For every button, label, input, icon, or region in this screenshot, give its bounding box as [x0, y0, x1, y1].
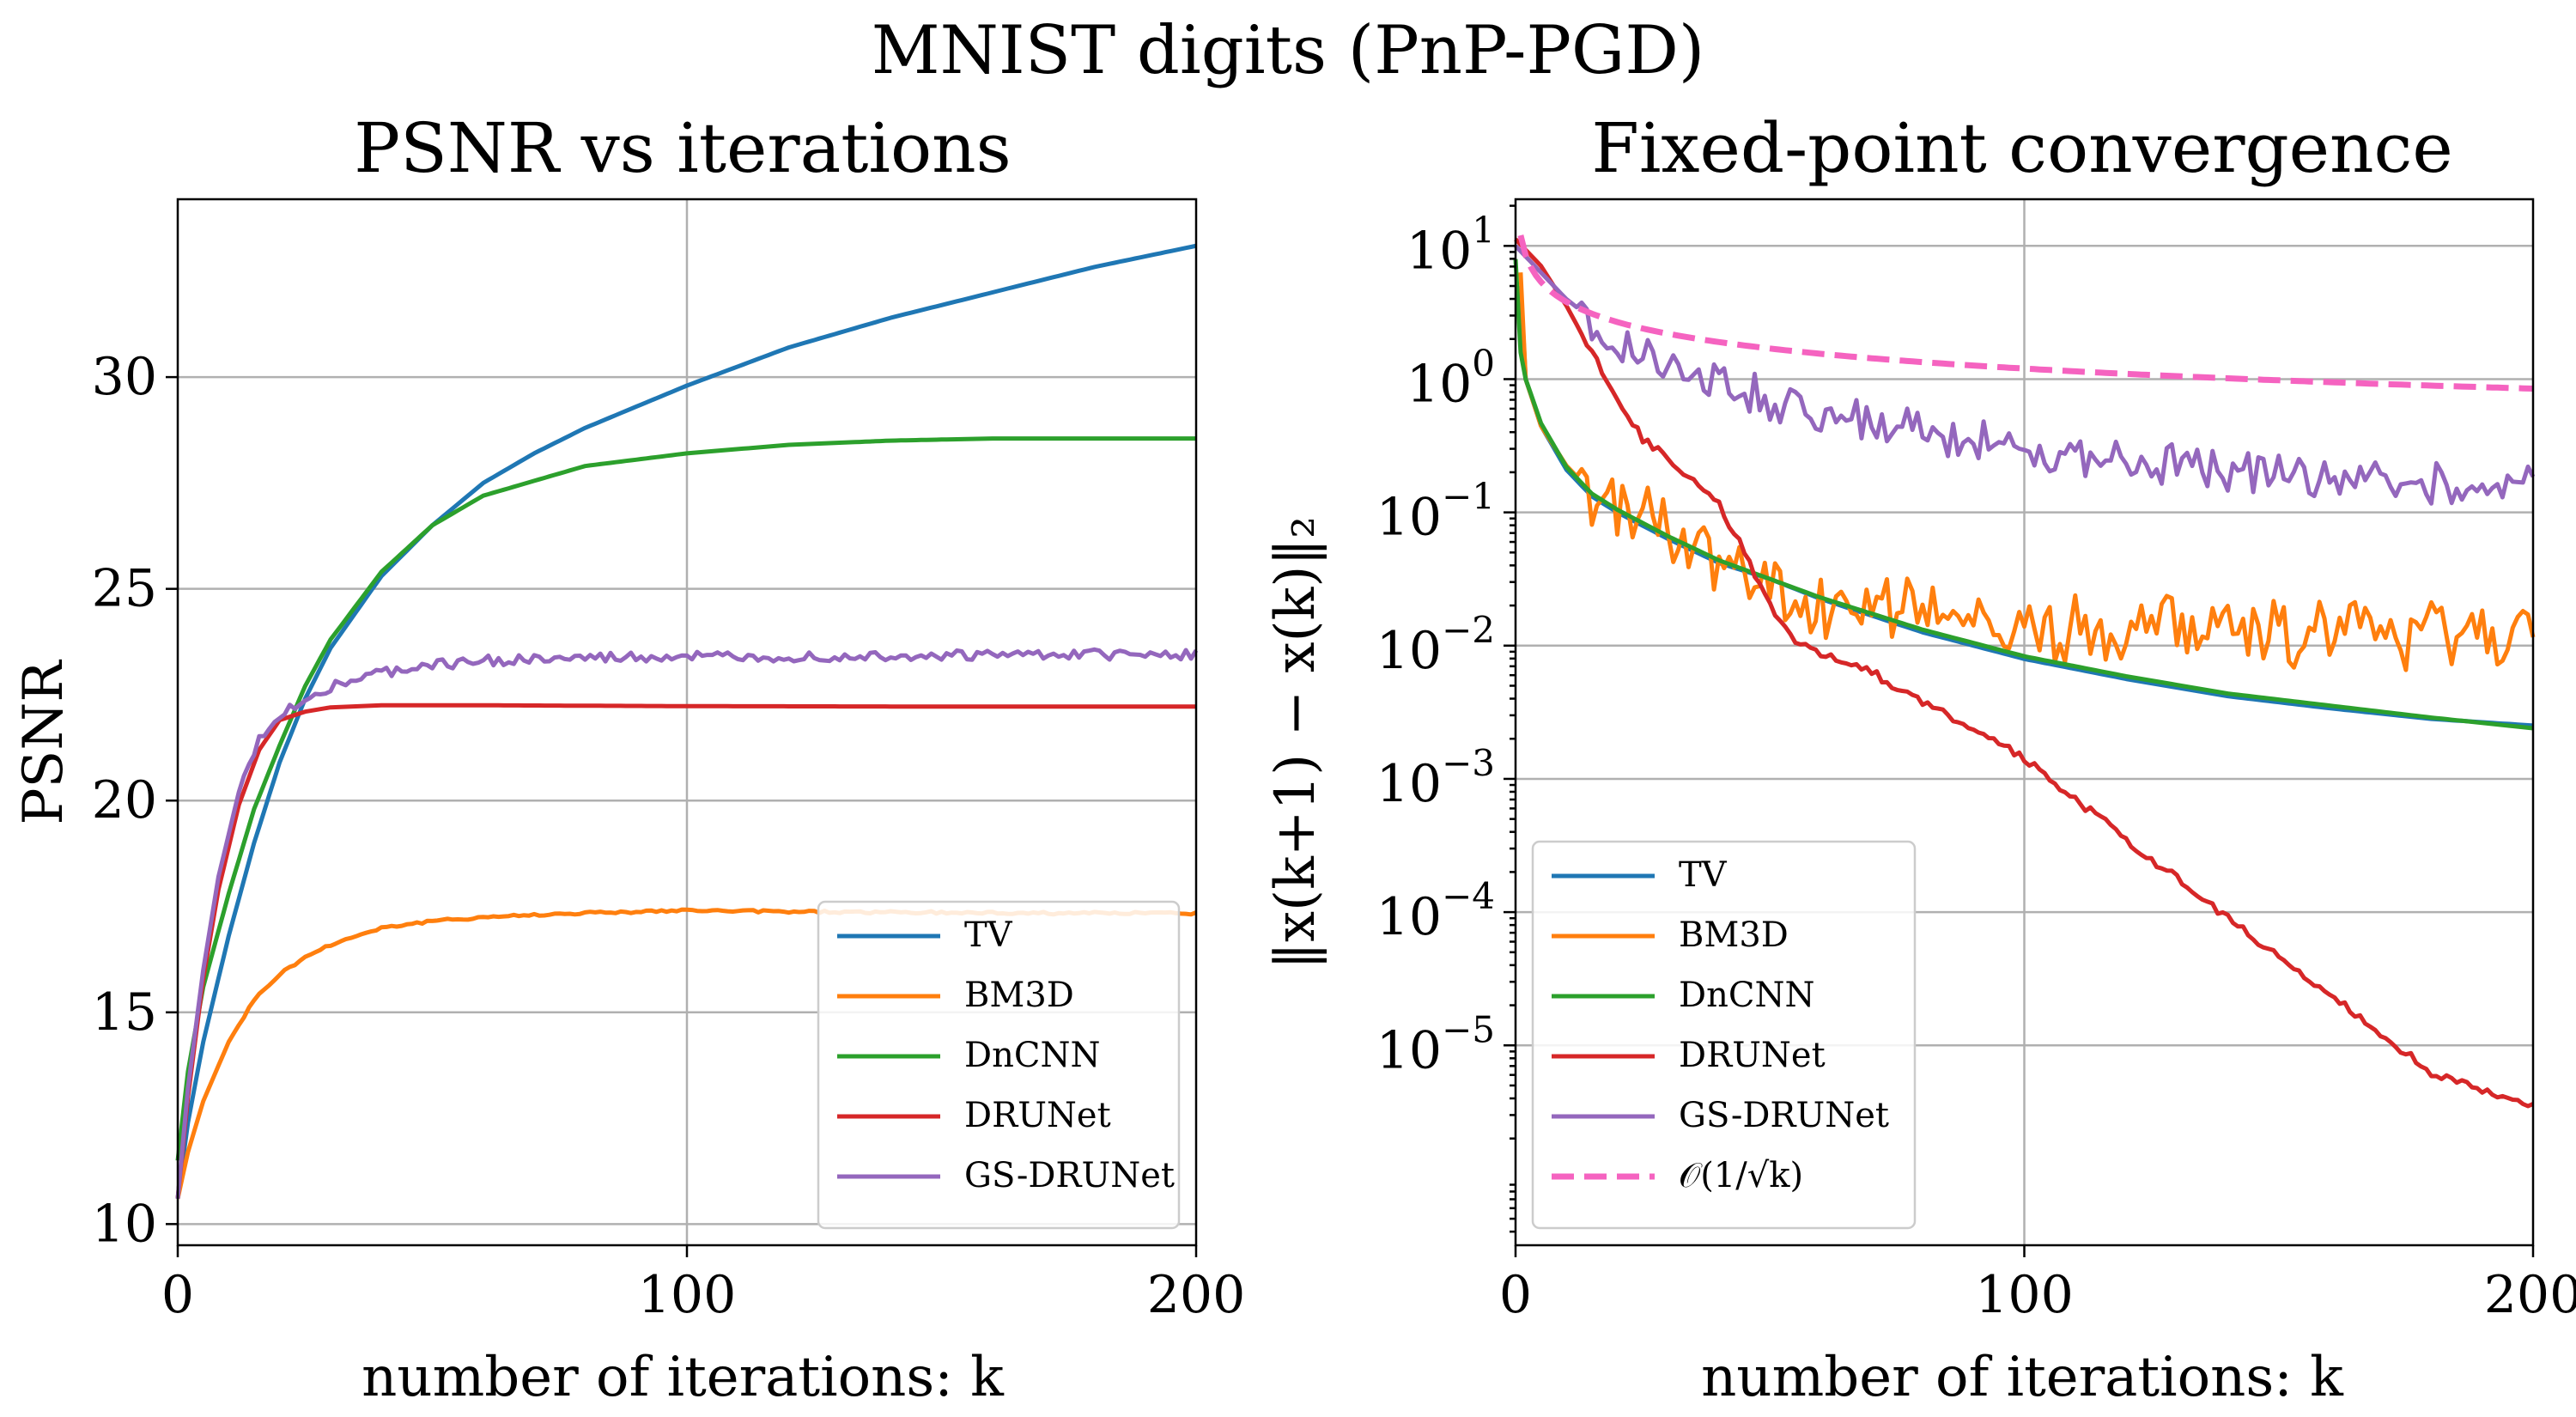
fixed-point-series-gs-drunet-line — [1514, 244, 2536, 506]
fixed-point-x-axis-label: number of iterations: k — [1701, 1346, 2344, 1409]
fixed-point-y-tick-label: 10−4 — [1376, 875, 1495, 947]
psnr-x-tick-label: 200 — [1147, 1265, 1246, 1325]
fixed-point-y-tick-label: 10−3 — [1376, 742, 1495, 814]
fixed-point-series-o-1-sqrt-k-line — [1517, 234, 2534, 392]
psnr-y-tick-label: 25 — [92, 559, 157, 619]
fixed-point-y-tick-label: 10−1 — [1376, 476, 1495, 548]
fixed-point-y-tick-label: 10−5 — [1376, 1008, 1495, 1080]
psnr-series-gs-drunet-line — [175, 647, 1199, 1200]
psnr-series-drunet-line — [175, 702, 1196, 1200]
fixed-point-legend: TV BM3D DnCNN DRUNet GS-DRUNet 𝒪(1/√k) — [1531, 840, 1917, 1230]
psnr-y-tick-label: 20 — [92, 770, 157, 830]
psnr-y-axis-label: PSNR — [12, 660, 76, 825]
fixed-point-y-axis-label: ‖x(k+1) − x(k)‖₂ — [1264, 516, 1327, 970]
psnr-legend-label: DRUNet — [964, 1096, 1111, 1135]
psnr-series-tv-line — [175, 243, 1197, 1200]
psnr-chart: PSNR vs iterations number of iterations:… — [12, 108, 1245, 1409]
psnr-series-dncnn-line — [175, 436, 1196, 1161]
psnr-legend-label: BM3D — [964, 976, 1074, 1015]
fixed-point-legend-label: DRUNet — [1679, 1036, 1826, 1075]
psnr-legend-label: DnCNN — [964, 1036, 1100, 1075]
fixed-point-legend-label: 𝒪(1/√k) — [1679, 1156, 1803, 1195]
psnr-y-tick-label: 15 — [92, 982, 157, 1043]
fixed-point-x-tick-label: 200 — [2484, 1265, 2576, 1325]
psnr-x-tick-label: 0 — [161, 1265, 194, 1325]
psnr-legend-label: GS-DRUNet — [964, 1156, 1175, 1195]
fixed-point-chart: Fixed-point convergence number of iterat… — [1264, 108, 2576, 1409]
psnr-chart-title: PSNR vs iterations — [354, 108, 1011, 188]
psnr-y-tick-label: 30 — [92, 347, 157, 407]
fixed-point-legend-label: GS-DRUNet — [1679, 1096, 1889, 1135]
fixed-point-y-tick-label: 101 — [1406, 209, 1495, 281]
fixed-point-y-tick-label: 10−2 — [1376, 609, 1495, 681]
fixed-point-legend-label: DnCNN — [1679, 976, 1814, 1015]
fixed-point-x-tick-label: 100 — [1975, 1265, 2074, 1325]
fixed-point-y-tick-label: 100 — [1406, 342, 1495, 414]
psnr-legend: TV BM3D DnCNN DRUNet GS-DRUNet — [817, 900, 1181, 1230]
fixed-point-legend-label: BM3D — [1679, 915, 1789, 955]
suptitle: MNIST digits (PnP-PGD) — [872, 12, 1705, 89]
fixed-point-chart-title: Fixed-point convergence — [1591, 108, 2452, 188]
psnr-legend-label: TV — [964, 915, 1013, 955]
fixed-point-legend-label: TV — [1679, 855, 1728, 895]
fixed-point-x-tick-label: 0 — [1499, 1265, 1532, 1325]
fixed-point-series-drunet-line — [1514, 237, 2535, 1109]
psnr-legend-box — [817, 900, 1181, 1230]
fixed-point-series-dncnn-line — [1513, 258, 2534, 731]
psnr-x-tick-label: 100 — [638, 1265, 737, 1325]
fixed-point-series-bm3d-line — [1518, 272, 2536, 672]
psnr-y-tick-label: 10 — [92, 1194, 157, 1254]
psnr-x-axis-label: number of iterations: k — [361, 1346, 1005, 1409]
fixed-point-series-tv-line — [1518, 285, 2534, 728]
